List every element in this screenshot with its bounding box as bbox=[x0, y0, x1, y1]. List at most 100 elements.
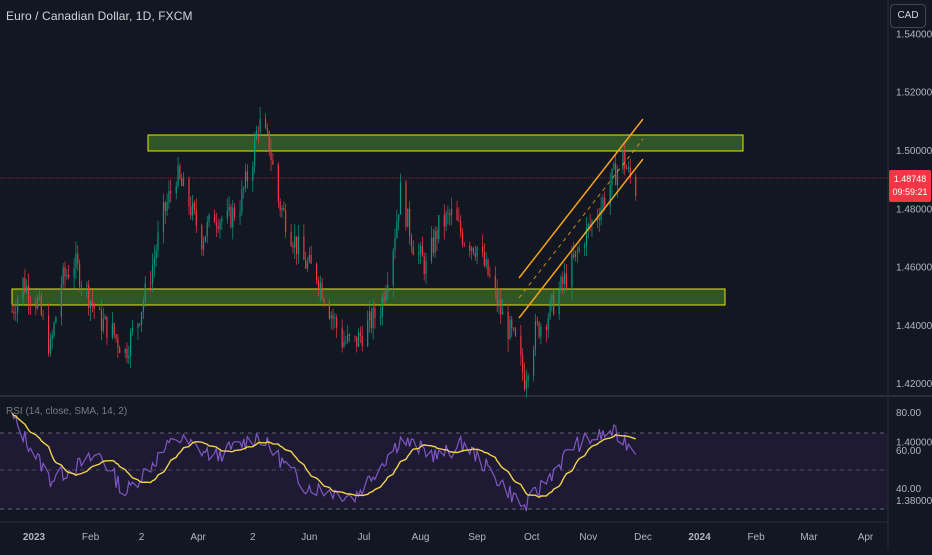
candle-body bbox=[128, 355, 130, 358]
candle-body bbox=[244, 171, 247, 188]
candle-body bbox=[22, 278, 24, 300]
candle-body bbox=[409, 208, 411, 237]
price-tick-label: 1.42000 bbox=[896, 379, 932, 390]
candle-body bbox=[430, 237, 433, 261]
candle-body bbox=[62, 267, 64, 285]
currency-button[interactable]: CAD bbox=[890, 4, 926, 28]
candle-body bbox=[418, 252, 420, 255]
candle-body bbox=[179, 165, 181, 179]
candle-body bbox=[502, 311, 504, 315]
candle-body bbox=[509, 319, 511, 340]
candle-body bbox=[341, 327, 343, 347]
candle-body bbox=[66, 274, 68, 277]
rsi-axis[interactable]: 80.00 60.00 40.00 bbox=[896, 408, 921, 495]
candle-body bbox=[126, 348, 128, 358]
candle-body bbox=[500, 299, 502, 315]
candle-body bbox=[399, 182, 402, 215]
resistance-zone[interactable] bbox=[147, 134, 744, 152]
candle-body bbox=[626, 168, 628, 169]
candle-body bbox=[55, 316, 57, 323]
candle-body bbox=[283, 207, 285, 211]
rsi-tick-label: 60.00 bbox=[896, 446, 921, 457]
candle-body bbox=[305, 259, 307, 269]
rsi-ma-line bbox=[11, 412, 636, 499]
support-zone[interactable] bbox=[11, 288, 726, 306]
time-tick-label: Dec bbox=[634, 532, 652, 543]
candle-body bbox=[181, 178, 183, 187]
time-tick-label: Aug bbox=[412, 532, 430, 543]
channel-lower-line[interactable] bbox=[518, 158, 644, 319]
candle-body bbox=[68, 274, 70, 278]
candle-body bbox=[432, 237, 434, 253]
rsi-tick-label: 40.00 bbox=[896, 484, 921, 495]
candle-body bbox=[410, 236, 413, 247]
candle-body bbox=[525, 380, 527, 389]
candle-body bbox=[268, 131, 270, 152]
candle-body bbox=[208, 214, 210, 223]
candle-body bbox=[88, 284, 90, 309]
candle-body bbox=[213, 214, 216, 223]
price-tick-label: 1.52000 bbox=[896, 88, 932, 99]
candle-body bbox=[192, 202, 194, 216]
time-axis[interactable]: 2023 Feb 2 Apr 2 Jun Jul Aug Sep Oct Nov Dec 2024 Feb… bbox=[23, 532, 874, 543]
candle-body bbox=[175, 186, 177, 194]
candle-body bbox=[137, 323, 139, 329]
candle-body bbox=[139, 323, 141, 325]
candle-body bbox=[285, 210, 287, 232]
candle-body bbox=[24, 278, 26, 292]
time-tick-label: Feb bbox=[747, 532, 765, 543]
candle-body bbox=[279, 201, 281, 211]
price-tick-label: 1.48000 bbox=[896, 204, 932, 215]
candle-body bbox=[461, 232, 464, 245]
candle-body bbox=[551, 294, 553, 301]
candle-body bbox=[106, 316, 108, 338]
candle-body bbox=[405, 182, 407, 227]
candle-body bbox=[42, 314, 44, 316]
candle-body bbox=[438, 214, 440, 240]
candle-body bbox=[398, 214, 400, 221]
symbol-title[interactable]: Euro / Canadian Dollar, 1D, FXCM bbox=[6, 9, 193, 23]
candle-body bbox=[47, 315, 50, 354]
candle-body bbox=[359, 332, 361, 336]
candle-body bbox=[507, 311, 509, 340]
candle-body bbox=[412, 246, 414, 255]
candle-body bbox=[472, 247, 475, 254]
channel-upper-line[interactable] bbox=[518, 118, 644, 279]
candle-body bbox=[40, 296, 42, 315]
candle-body bbox=[75, 253, 77, 268]
candle-body bbox=[584, 246, 586, 248]
candle-body bbox=[264, 119, 267, 128]
candle-body bbox=[629, 167, 631, 177]
candle-body bbox=[436, 230, 438, 240]
rsi-legend[interactable]: RSI (14, close, SMA, 14, 2) bbox=[6, 406, 128, 417]
candle-body bbox=[494, 275, 496, 288]
candle-body bbox=[321, 282, 323, 300]
candle-body bbox=[170, 191, 172, 194]
candle-body bbox=[255, 130, 258, 139]
candle-body bbox=[609, 185, 611, 206]
candle-body bbox=[204, 236, 206, 242]
price-tick-label: 1.46000 bbox=[896, 263, 932, 274]
candle-body bbox=[534, 321, 537, 350]
candle-body bbox=[421, 245, 423, 257]
candle-body bbox=[419, 245, 422, 253]
candle-body bbox=[458, 220, 460, 222]
candle-body bbox=[281, 207, 283, 211]
price-tick-label: 1.40000 bbox=[896, 438, 932, 449]
candle-body bbox=[443, 214, 445, 227]
candle-body bbox=[228, 206, 230, 211]
candle-body bbox=[124, 348, 126, 353]
candle-body bbox=[474, 253, 476, 257]
candle-body bbox=[13, 311, 15, 314]
candle-body bbox=[576, 250, 578, 252]
candle-body bbox=[257, 130, 259, 132]
candle-body bbox=[303, 236, 305, 260]
time-tick-label: 2 bbox=[250, 532, 256, 543]
main-pane[interactable] bbox=[0, 0, 888, 395]
candle-body bbox=[111, 323, 114, 338]
candle-body bbox=[385, 291, 387, 301]
candle-body bbox=[49, 339, 52, 354]
price-axis[interactable]: 1.560001.540001.520001.500001.480001.460… bbox=[896, 0, 932, 507]
